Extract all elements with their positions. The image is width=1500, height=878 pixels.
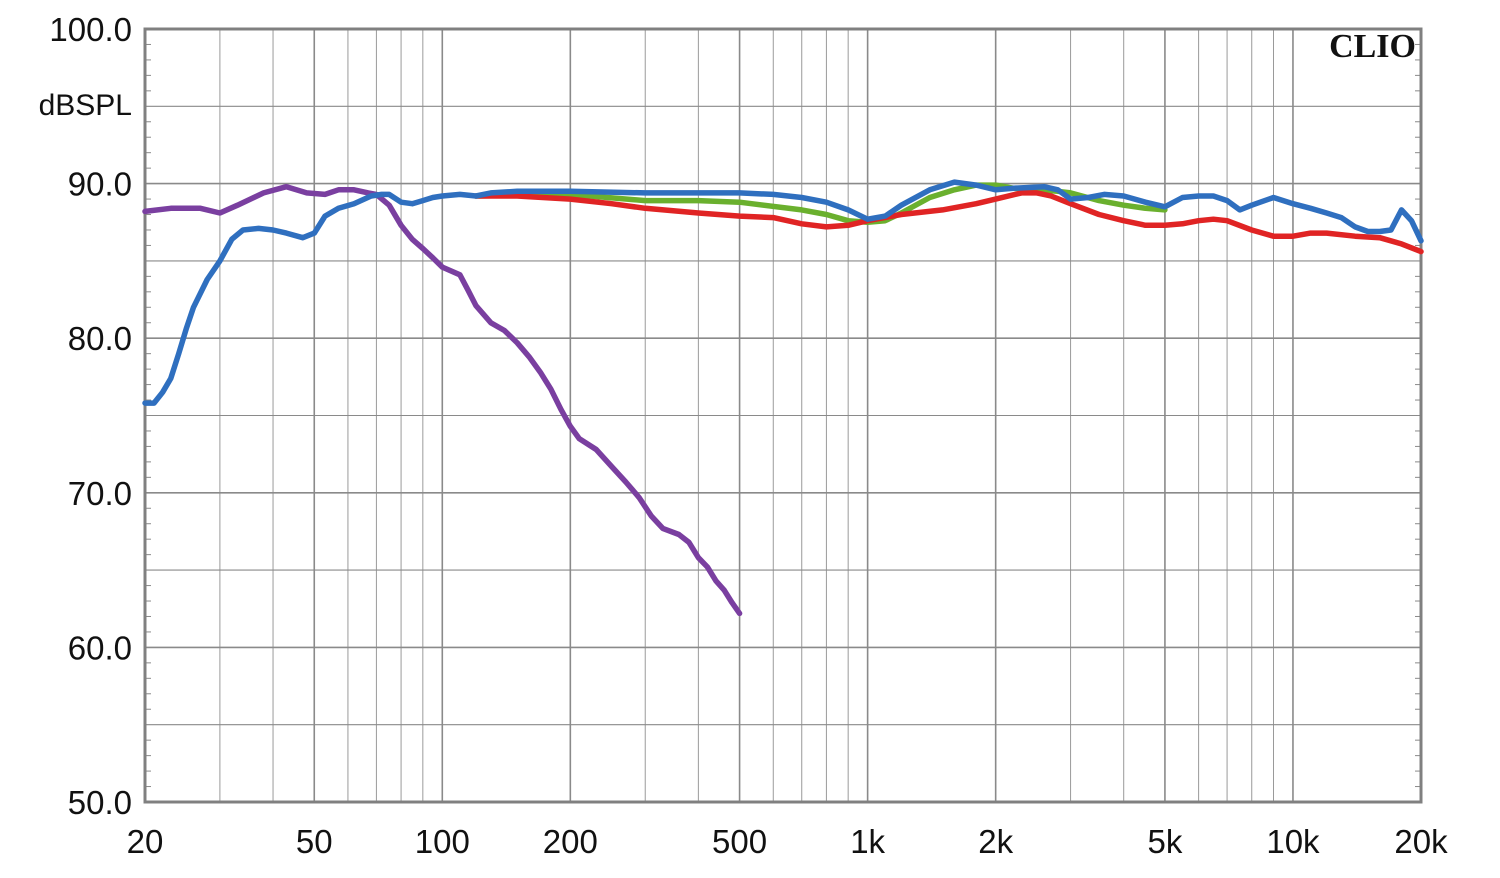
x-tick-label: 20 <box>127 823 164 860</box>
series-line-1 <box>142 183 743 617</box>
y-tick-label: 60.0 <box>68 629 132 666</box>
x-tick-label: 20k <box>1394 823 1448 860</box>
series-line-2 <box>473 182 1168 226</box>
y-axis-unit-label: dBSPL <box>39 89 132 122</box>
x-tick-label: 50 <box>296 823 333 860</box>
x-tick-label: 100 <box>415 823 470 860</box>
x-tick-label: 10k <box>1266 823 1320 860</box>
y-tick-label: 50.0 <box>68 784 132 821</box>
x-tick-label: 2k <box>978 823 1013 860</box>
y-tick-label: 100.0 <box>49 11 132 48</box>
series-line-4 <box>142 179 1424 406</box>
y-tick-label: 70.0 <box>68 475 132 512</box>
series-line-3 <box>473 190 1424 255</box>
major-grid <box>145 29 1421 802</box>
y-tick-label: 80.0 <box>68 320 132 357</box>
y-tick-label: 90.0 <box>68 166 132 203</box>
x-tick-label: 5k <box>1147 823 1182 860</box>
x-tick-label: 200 <box>543 823 598 860</box>
x-tick-label: 500 <box>712 823 767 860</box>
clio-brand-label: CLIO <box>1329 28 1416 65</box>
series-layer <box>142 179 1424 617</box>
y-axis-ticks: 100.0 90.0 80.0 70.0 60.0 50.0 <box>49 11 132 821</box>
x-axis-ticks: 20 50 100 200 500 1k 2k 5k 10k 20k <box>127 823 1448 860</box>
plot-frame <box>143 27 1423 804</box>
x-tick-label: 1k <box>850 823 885 860</box>
